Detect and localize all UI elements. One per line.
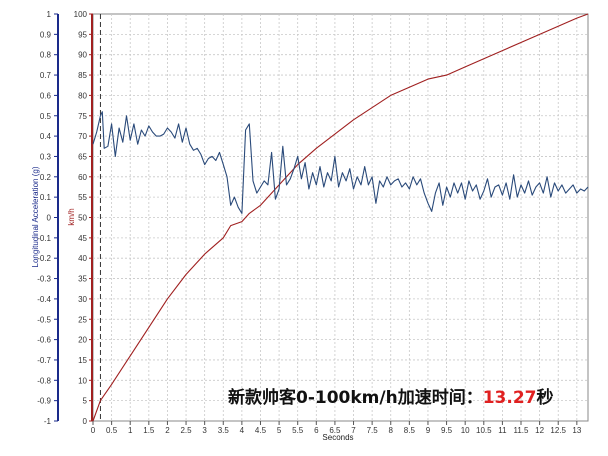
left-tick-label: 0.3 [40, 152, 52, 161]
grid [92, 13, 589, 422]
x-tick-label: 11 [498, 426, 507, 435]
right-tick-label: 65 [78, 152, 87, 161]
left-tick-label: -0.9 [37, 397, 51, 406]
x-tick-label: 3 [202, 426, 207, 435]
x-tick-label: 12.5 [550, 426, 566, 435]
acceleration-series-line [92, 111, 589, 214]
right-tick-label: 45 [78, 234, 87, 243]
x-tick-label: 2.5 [180, 426, 192, 435]
x-axis: 0 0.5 1 1.5 2 2.5 3 3.5 4 4.5 5 5.5 6 6.5 7 7.5 8 8.5 9 9.5… [91, 421, 582, 435]
x-tick-label: 6 [314, 426, 319, 435]
x-tick-label: 13 [572, 426, 581, 435]
caption-prefix: 新款帅客0-100km/h加速时间： [228, 387, 483, 408]
x-tick-label: 5.5 [292, 426, 304, 435]
right-tick-label: 60 [78, 173, 87, 182]
x-tick-label: 8 [389, 426, 394, 435]
x-tick-label: 6.5 [329, 426, 341, 435]
left-tick-label: -0.2 [37, 254, 51, 263]
left-tick-label: 0.5 [40, 112, 52, 121]
right-tick-label: 75 [78, 112, 87, 121]
x-tick-label: 5 [277, 426, 282, 435]
right-tick-label: 70 [78, 132, 87, 141]
left-tick-label: -0.5 [37, 315, 51, 324]
right-tick-label: 40 [78, 254, 87, 263]
right-tick-label: 25 [78, 315, 87, 324]
left-tick-label: 0.2 [40, 173, 52, 182]
x-tick-label: 0 [91, 426, 96, 435]
left-tick-label: 0.9 [40, 30, 52, 39]
left-tick-label: 0.1 [40, 193, 52, 202]
series-layer [92, 13, 589, 422]
x-tick-label: 7 [351, 426, 356, 435]
right-tick-label: 95 [78, 30, 87, 39]
x-tick-label: 10 [461, 426, 470, 435]
right-axis: 1009590858075706560555045403530252015105… [74, 10, 93, 426]
x-tick-label: 7.5 [367, 426, 379, 435]
right-tick-label: 85 [78, 71, 87, 80]
x-tick-label: 3.5 [218, 426, 230, 435]
x-tick-label: 1.5 [143, 426, 155, 435]
x-tick-label: 11.5 [514, 426, 530, 435]
left-tick-label: 0 [47, 214, 52, 223]
left-tick-label: -0.3 [37, 275, 51, 284]
left-tick-label: -1 [44, 417, 52, 426]
right-tick-label: 80 [78, 91, 87, 100]
x-tick-label: 1 [128, 426, 133, 435]
x-tick-label: 9 [426, 426, 431, 435]
x-tick-label: 2 [165, 426, 170, 435]
caption-value: 13.27 [483, 388, 537, 408]
speed-series-line [92, 13, 589, 422]
left-tick-label: 0.4 [40, 132, 52, 141]
right-tick-label: 100 [74, 10, 88, 19]
left-tick-label: -0.8 [37, 376, 51, 385]
right-tick-label: 55 [78, 193, 87, 202]
left-tick-label: -0.7 [37, 356, 51, 365]
right-tick-label: 90 [78, 51, 87, 60]
right-tick-label: 15 [78, 356, 87, 365]
left-tick-label: 0.8 [40, 51, 52, 60]
left-tick-label: 0.7 [40, 71, 52, 80]
right-tick-label: 35 [78, 275, 87, 284]
left-axis-title: Longitudinal Acceleration (g) [31, 166, 40, 267]
x-tick-label: 9.5 [441, 426, 453, 435]
right-tick-label: 20 [78, 336, 87, 345]
right-tick-label: 30 [78, 295, 87, 304]
x-tick-label: 0.5 [106, 426, 118, 435]
right-tick-label: 50 [78, 214, 87, 223]
left-tick-label: -0.1 [37, 234, 51, 243]
right-tick-label: 10 [78, 376, 87, 385]
left-tick-label: -0.4 [37, 295, 51, 304]
x-tick-label: 4 [240, 426, 245, 435]
right-tick-label: 0 [83, 417, 88, 426]
x-tick-label: 4.5 [255, 426, 267, 435]
right-axis-title: km/h [67, 208, 76, 225]
x-axis-title: Seconds [322, 433, 353, 442]
x-tick-label: 12 [535, 426, 544, 435]
result-caption: 新款帅客0-100km/h加速时间：13.27秒 [228, 387, 553, 408]
right-tick-label: 5 [83, 397, 88, 406]
left-tick-label: 1 [47, 10, 52, 19]
left-tick-label: -0.6 [37, 336, 51, 345]
caption-suffix: 秒 [536, 387, 553, 408]
x-tick-label: 10.5 [476, 426, 492, 435]
x-tick-label: 8.5 [404, 426, 416, 435]
left-tick-label: 0.6 [40, 91, 52, 100]
left-axis: 1 0.9 0.8 0.7 0.6 0.5 0.4 0.3 0.2 0.1 0 -0.1 -0.2 -0.… [37, 10, 59, 426]
